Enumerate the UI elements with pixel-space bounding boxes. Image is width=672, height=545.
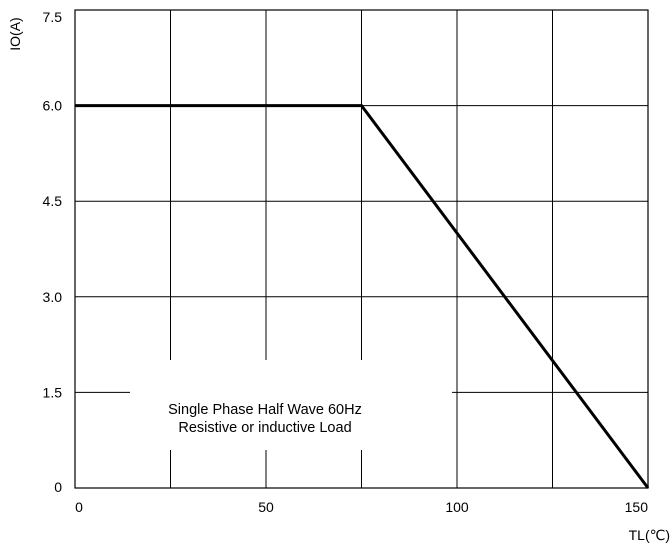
y-axis-title: IO(A): [7, 17, 23, 50]
y-tick-label-4: 6.0: [43, 98, 63, 114]
plot-border: [74, 9, 649, 489]
y-tick-label-2: 3.0: [43, 289, 63, 305]
annotation-line-1: Single Phase Half Wave 60Hz: [168, 402, 362, 418]
y-tick-label-1: 1.5: [43, 384, 63, 400]
x-tick-label-6: 150: [625, 499, 649, 515]
y-tick-labels: 0 1.5 3.0 4.5 6.0 7.5: [43, 9, 63, 495]
y-tick-label-3: 4.5: [43, 193, 63, 209]
x-tick-label-2: 50: [258, 499, 274, 515]
plot-frame: [74, 9, 649, 489]
x-tick-labels: 0 50 100 150: [75, 499, 648, 515]
x-tick-label-4: 100: [445, 499, 469, 515]
annotation-box: [130, 360, 452, 450]
annotation-line-2: Resistive or inductive Load: [178, 420, 351, 436]
x-tick-label-0: 0: [75, 499, 83, 515]
x-axis-title: TL(℃): [629, 527, 670, 543]
y-tick-label-0: 0: [54, 479, 62, 495]
y-tick-label-5: 7.5: [43, 9, 63, 25]
